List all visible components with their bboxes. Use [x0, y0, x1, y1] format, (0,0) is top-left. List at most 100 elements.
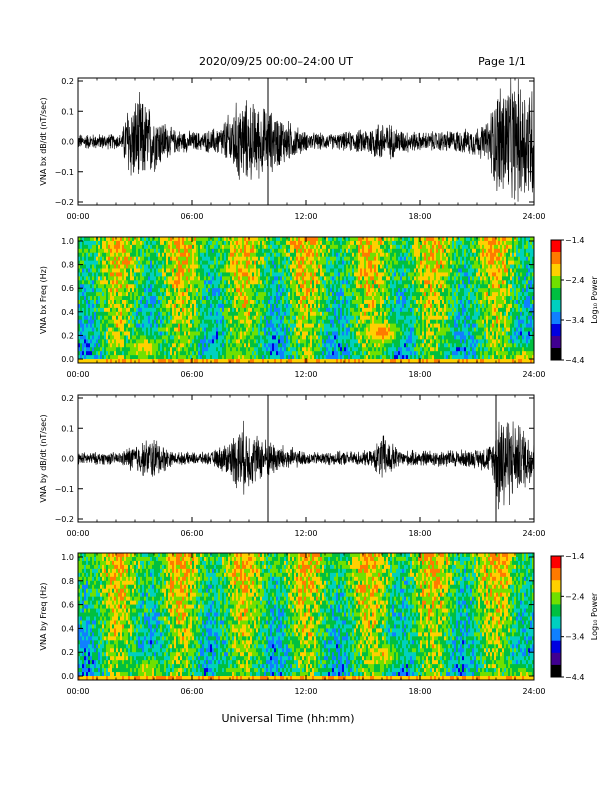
spectrogram-cell	[232, 315, 235, 321]
spectrogram-cell	[114, 327, 117, 332]
spectrogram-cell	[92, 252, 95, 258]
spectrogram-cell	[158, 280, 161, 285]
spectrogram-cell	[314, 347, 317, 352]
spectrogram-cell	[260, 237, 263, 242]
spectrogram-cell	[164, 331, 167, 336]
spectrogram-cell	[134, 343, 137, 348]
spectrogram-cell	[176, 272, 179, 277]
spectrogram-cell	[166, 339, 169, 344]
spectrogram-cell	[160, 288, 163, 293]
spectrogram-cell	[240, 280, 243, 285]
spectrogram-cell	[122, 252, 125, 258]
spectrogram-cell	[204, 300, 207, 305]
spectrogram-cell	[268, 311, 271, 317]
spectrogram-cell	[202, 303, 205, 309]
spectrogram-cell	[194, 339, 197, 344]
spectrogram-cell	[226, 292, 229, 297]
spectrogram-cell	[302, 339, 305, 344]
spectrogram-cell	[314, 303, 317, 309]
spectrogram-cell	[172, 355, 175, 360]
spectrogram-cell	[168, 252, 171, 258]
spectrogram-cell	[204, 256, 207, 262]
spectrogram-cell	[178, 240, 181, 246]
spectrogram-cell	[122, 315, 125, 321]
spectrogram-cell	[148, 240, 151, 246]
spectrogram-cell	[148, 296, 151, 301]
spectrogram-cell	[138, 268, 141, 273]
spectrogram-cell	[312, 355, 315, 360]
spectrogram-cell	[240, 292, 243, 297]
spectrogram-cell	[214, 284, 217, 289]
spectrogram-cell	[318, 347, 321, 352]
spectrogram-cell	[96, 292, 99, 297]
spectrogram-cell	[264, 248, 267, 254]
spectrogram-cell	[196, 303, 199, 309]
spectrogram-cell	[310, 311, 313, 317]
spectrogram-cell	[156, 303, 159, 309]
spectrogram-cell	[304, 315, 307, 321]
spectrogram-cell	[270, 300, 273, 305]
spectrogram-cell	[322, 248, 325, 254]
spectrogram-cell	[214, 276, 217, 281]
spectrogram-cell	[106, 284, 109, 289]
spectrogram-cell	[310, 264, 313, 269]
spectrogram-cell	[280, 300, 283, 305]
spectrogram-cell	[308, 319, 311, 325]
spectrogram-cell	[130, 244, 133, 250]
spectrogram-cell	[188, 284, 191, 289]
spectrogram-cell	[238, 292, 241, 297]
spectrogram-cell	[304, 252, 307, 258]
spectrogram-cell	[114, 319, 117, 325]
spectrogram-cell	[262, 237, 265, 242]
spectrogram-cell	[102, 237, 105, 242]
spectrogram-cell	[96, 260, 99, 265]
spectrogram-cell	[130, 268, 133, 273]
spectrogram-cell	[248, 339, 251, 344]
spectrogram-cell	[80, 256, 83, 262]
spectrogram-cell	[92, 237, 95, 242]
spectrogram-cell	[134, 296, 137, 301]
spectrogram-cell	[316, 323, 319, 328]
spectrogram-cell	[112, 252, 115, 258]
spectrogram-cell	[298, 260, 301, 265]
spectrogram-cell	[228, 276, 231, 281]
spectrogram-cell	[112, 300, 115, 305]
spectrogram-cell	[110, 303, 113, 309]
spectrogram-cell	[148, 303, 151, 309]
spectrogram-cell	[226, 300, 229, 305]
spectrogram-cell	[88, 252, 91, 258]
spectrogram-cell	[290, 303, 293, 309]
spectrogram-cell	[224, 311, 227, 317]
spectrogram-cell	[274, 307, 277, 313]
spectrogram-cell	[108, 272, 111, 277]
spectrogram-cell	[302, 252, 305, 258]
spectrogram-cell	[234, 276, 237, 281]
spectrogram-cell	[148, 339, 151, 344]
spectrogram-cell	[244, 339, 247, 344]
spectrogram-cell	[322, 335, 325, 340]
spectrogram-cell	[196, 248, 199, 254]
spectrogram-cell	[264, 288, 267, 293]
spectrogram-cell	[162, 335, 165, 340]
spectrogram-cell	[296, 351, 299, 356]
spectrogram-cell	[180, 315, 183, 321]
spectrogram-cell	[142, 327, 145, 332]
spectrogram-cell	[136, 280, 139, 285]
spectrogram-cell	[178, 284, 181, 289]
spectrogram-cell	[254, 335, 257, 340]
spectrogram-cell	[274, 276, 277, 281]
spectrogram-cell	[286, 351, 289, 356]
spectrogram-cell	[322, 268, 325, 273]
spectrogram-cell	[116, 335, 119, 340]
spectrogram-cell	[174, 355, 177, 360]
spectrogram-cell	[252, 335, 255, 340]
spectrogram-cell	[126, 237, 129, 242]
spectrogram-cell	[200, 280, 203, 285]
spectrogram-cell	[258, 292, 261, 297]
spectrogram-cell	[228, 339, 231, 344]
spectrogram-cell	[200, 355, 203, 360]
spectrogram-cell	[172, 339, 175, 344]
spectrogram-cell	[312, 292, 315, 297]
spectrogram-cell	[270, 292, 273, 297]
spectrogram-cell	[256, 359, 259, 364]
